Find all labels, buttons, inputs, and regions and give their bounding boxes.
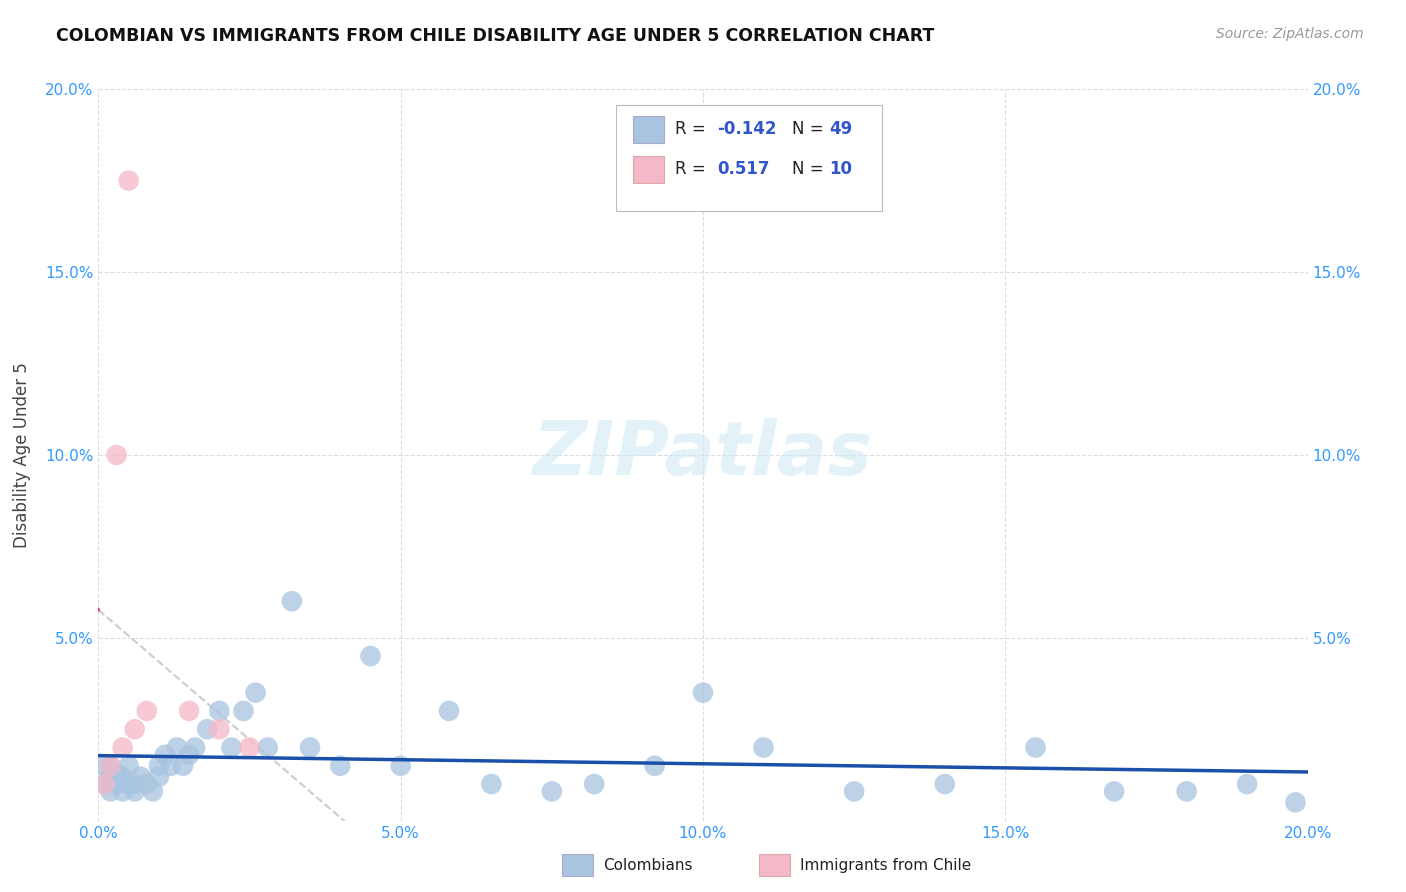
- Point: [153, 747, 176, 762]
- Point: [105, 777, 128, 791]
- Point: [179, 704, 201, 718]
- Point: [111, 770, 134, 784]
- Point: [299, 740, 322, 755]
- Point: [111, 740, 134, 755]
- Point: [148, 770, 170, 784]
- Point: [239, 740, 262, 755]
- Y-axis label: Disability Age Under 5: Disability Age Under 5: [13, 362, 31, 548]
- Text: R =: R =: [675, 161, 711, 178]
- Point: [844, 784, 866, 798]
- Point: [281, 594, 304, 608]
- Point: [100, 770, 122, 784]
- Text: R =: R =: [675, 120, 711, 138]
- Point: [389, 758, 412, 772]
- Point: [111, 784, 134, 798]
- Point: [93, 758, 115, 772]
- Point: [100, 784, 122, 798]
- Text: Immigrants from Chile: Immigrants from Chile: [800, 858, 972, 872]
- Point: [93, 777, 115, 791]
- Point: [124, 723, 146, 737]
- Point: [1024, 740, 1046, 755]
- Point: [1284, 796, 1306, 810]
- Point: [934, 777, 956, 791]
- Point: [360, 649, 382, 664]
- Text: N =: N =: [792, 161, 828, 178]
- Point: [692, 686, 714, 700]
- Point: [100, 758, 122, 772]
- Point: [1236, 777, 1258, 791]
- Point: [540, 784, 562, 798]
- Text: COLOMBIAN VS IMMIGRANTS FROM CHILE DISABILITY AGE UNDER 5 CORRELATION CHART: COLOMBIAN VS IMMIGRANTS FROM CHILE DISAB…: [56, 27, 935, 45]
- Text: -0.142: -0.142: [717, 120, 776, 138]
- Point: [105, 766, 128, 780]
- Point: [129, 770, 152, 784]
- Text: N =: N =: [792, 120, 828, 138]
- Text: ZIPatlas: ZIPatlas: [533, 418, 873, 491]
- Point: [148, 758, 170, 772]
- Point: [93, 777, 115, 791]
- Point: [583, 777, 606, 791]
- Text: Colombians: Colombians: [603, 858, 693, 872]
- Text: Source: ZipAtlas.com: Source: ZipAtlas.com: [1216, 27, 1364, 41]
- Point: [105, 448, 128, 462]
- Text: 10: 10: [830, 161, 852, 178]
- Point: [208, 704, 231, 718]
- Point: [208, 723, 231, 737]
- Point: [195, 723, 218, 737]
- Point: [160, 758, 183, 772]
- Point: [437, 704, 460, 718]
- Point: [172, 758, 194, 772]
- Point: [481, 777, 503, 791]
- Point: [124, 777, 146, 791]
- Point: [1102, 784, 1125, 798]
- Point: [118, 777, 141, 791]
- Point: [118, 758, 141, 772]
- Point: [644, 758, 666, 772]
- Point: [752, 740, 775, 755]
- Text: 49: 49: [830, 120, 853, 138]
- Point: [329, 758, 352, 772]
- Point: [221, 740, 243, 755]
- Point: [1175, 784, 1198, 798]
- Point: [166, 740, 188, 755]
- Point: [179, 747, 201, 762]
- Point: [124, 784, 146, 798]
- Point: [256, 740, 278, 755]
- Point: [118, 173, 141, 188]
- Point: [142, 784, 165, 798]
- Text: 0.517: 0.517: [717, 161, 769, 178]
- Point: [135, 777, 157, 791]
- Point: [184, 740, 207, 755]
- Point: [135, 704, 157, 718]
- Point: [232, 704, 254, 718]
- Point: [100, 758, 122, 772]
- Point: [245, 686, 267, 700]
